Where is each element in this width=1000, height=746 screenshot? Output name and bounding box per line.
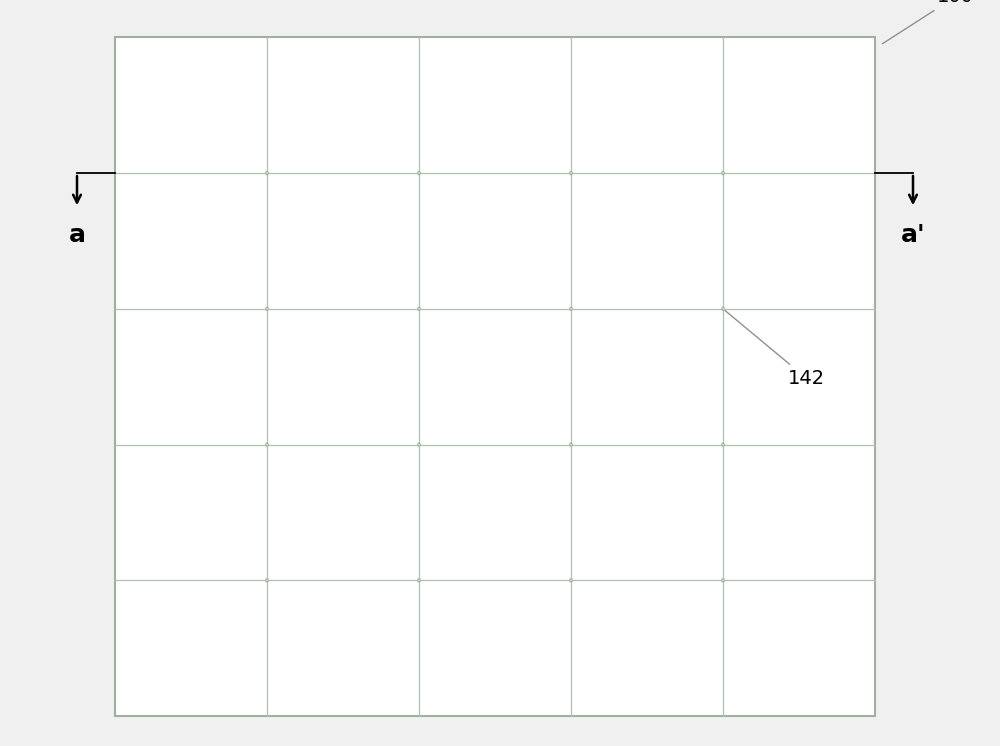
Text: a: a — [69, 223, 86, 247]
Ellipse shape — [418, 172, 420, 175]
Ellipse shape — [722, 307, 724, 310]
Ellipse shape — [570, 307, 572, 310]
Ellipse shape — [722, 443, 724, 446]
Ellipse shape — [418, 307, 420, 310]
Text: 142: 142 — [725, 310, 825, 388]
Ellipse shape — [266, 307, 268, 310]
Text: a': a' — [901, 223, 925, 247]
Ellipse shape — [266, 172, 268, 175]
Ellipse shape — [266, 443, 268, 446]
Ellipse shape — [266, 579, 268, 582]
Ellipse shape — [570, 579, 572, 582]
Ellipse shape — [722, 579, 724, 582]
Text: 100: 100 — [882, 0, 974, 44]
Ellipse shape — [570, 172, 572, 175]
Bar — [115, 37, 875, 716]
Ellipse shape — [570, 443, 572, 446]
Ellipse shape — [418, 443, 420, 446]
Ellipse shape — [722, 172, 724, 175]
Ellipse shape — [418, 579, 420, 582]
